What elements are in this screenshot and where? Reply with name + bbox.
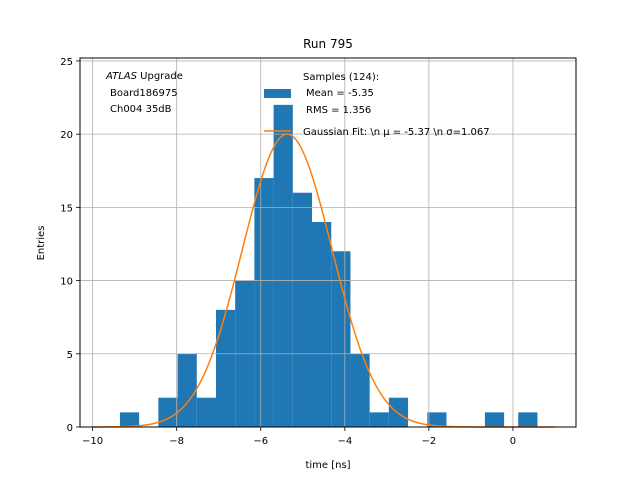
x-tick-label: −2 <box>422 436 437 447</box>
y-tick-label: 0 <box>67 423 73 434</box>
histogram-bar <box>312 222 332 427</box>
histogram-bar <box>427 412 447 427</box>
histogram-bar <box>331 251 351 427</box>
histogram-bar <box>254 178 274 427</box>
x-tick-label: −4 <box>337 436 352 447</box>
x-tick-label: 0 <box>510 436 516 447</box>
chart-title: Run 795 <box>303 37 353 51</box>
x-axis-ticks: −10 −8 −6 −4 −2 0 <box>82 427 516 447</box>
annotation-atlas: ATLAS <box>105 71 138 82</box>
x-tick-label: −10 <box>82 436 103 447</box>
histogram-bar <box>484 412 505 427</box>
histogram-bar <box>196 397 216 427</box>
legend-histogram-line-2: Mean = -5.35 <box>306 88 374 99</box>
histogram-bar <box>215 309 236 427</box>
annotation-line-1: ATLAS Upgrade <box>105 71 183 82</box>
legend: Samples (124): Mean = -5.35 RMS = 1.356 … <box>264 72 490 138</box>
y-tick-label: 15 <box>60 203 73 214</box>
histogram-bar <box>388 397 409 427</box>
x-tick-label: −8 <box>169 436 184 447</box>
y-tick-label: 5 <box>67 350 73 361</box>
annotation-upgrade: Upgrade <box>137 71 183 82</box>
histogram-bars <box>119 104 538 427</box>
x-tick-label: −6 <box>253 436 268 447</box>
y-tick-label: 10 <box>60 277 73 288</box>
legend-histogram-line-3: RMS = 1.356 <box>306 105 371 116</box>
histogram-bar <box>273 104 293 427</box>
histogram-bar <box>369 412 389 427</box>
y-axis-ticks: 0 5 10 15 20 25 <box>60 57 80 434</box>
plot-frame <box>79 57 577 428</box>
legend-histogram-swatch <box>264 89 291 98</box>
annotation-line-2: Board186975 <box>110 88 178 99</box>
y-tick-label: 20 <box>60 130 73 141</box>
y-tick-label: 25 <box>60 57 73 68</box>
legend-fit-label: Gaussian Fit: \n μ = -5.37 \n σ=1.067 <box>303 127 490 138</box>
y-axis-label: Entries <box>36 226 47 261</box>
histogram-bar <box>177 353 197 427</box>
annotation-line-3: Ch004 35dB <box>110 104 172 115</box>
histogram-bar <box>292 192 313 427</box>
histogram-bar <box>350 353 370 427</box>
histogram-bar <box>158 397 178 427</box>
histogram-bar <box>518 412 538 427</box>
histogram-bar <box>119 412 140 427</box>
info-annotation: ATLAS Upgrade Board186975 Ch004 35dB <box>105 71 183 115</box>
legend-histogram-line-1: Samples (124): <box>303 72 379 83</box>
x-axis-label: time [ns] <box>305 460 350 471</box>
